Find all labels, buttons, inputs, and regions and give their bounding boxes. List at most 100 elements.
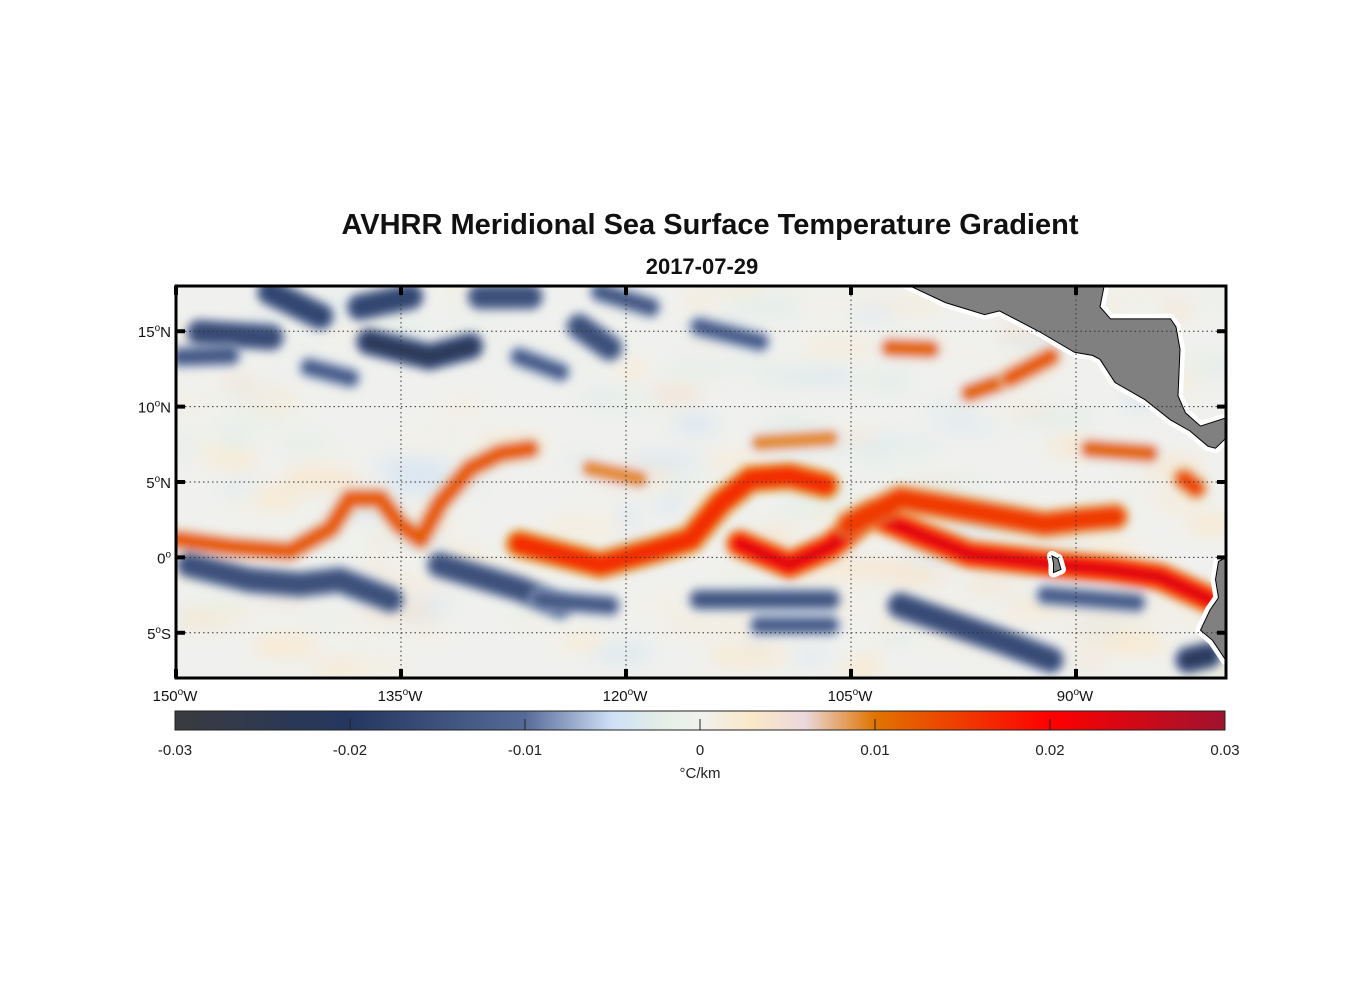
texture-blob <box>649 384 704 405</box>
colorbar-tick-label: 0.02 <box>1035 742 1064 759</box>
texture-blob <box>784 286 816 301</box>
latitude-tick-label: 10oN <box>138 399 171 417</box>
longitude-tick-label: 135oW <box>378 687 424 705</box>
texture-blob <box>804 305 849 320</box>
texture-blob <box>848 307 899 317</box>
colorbar-tick-label: 0.01 <box>860 742 889 759</box>
texture-blob <box>359 563 393 574</box>
colorbar-tick-label: 0.03 <box>1210 742 1239 759</box>
texture-blob <box>925 402 979 418</box>
longitude-tick-label: 105oW <box>828 687 874 705</box>
colorbar-tick-label: -0.03 <box>158 742 192 759</box>
front-core <box>366 338 474 361</box>
colorbar-tick-label: -0.01 <box>508 742 542 759</box>
texture-blob <box>400 430 459 451</box>
longitude-labels: 150oW 135oW 120oW 105oW 90oW <box>153 687 1094 705</box>
texture-blob <box>386 474 452 495</box>
texture-blob <box>711 287 768 296</box>
texture-blob <box>616 510 641 525</box>
latitude-tick-label: 5oN <box>146 474 171 492</box>
texture-blob <box>672 415 718 435</box>
texture-blob <box>312 661 360 676</box>
texture-blob <box>577 510 624 526</box>
texture-blob <box>664 360 731 378</box>
texture-blob <box>520 616 546 626</box>
texture-blob <box>1108 531 1181 542</box>
positive-gradient-front <box>752 430 838 451</box>
latitude-tick-label: 0o <box>157 549 171 567</box>
texture-blob <box>800 336 878 359</box>
negative-gradient-band <box>350 286 420 318</box>
texture-blob <box>992 612 1055 632</box>
texture-blob <box>1069 655 1109 667</box>
texture-blob <box>255 485 303 507</box>
texture-blob <box>735 297 803 316</box>
negative-gradient-band <box>260 286 330 327</box>
texture-blob <box>873 463 898 474</box>
negative-gradient-band <box>692 319 767 350</box>
texture-blob <box>1195 309 1226 322</box>
colorbar-unit-label: °C/km <box>680 765 721 782</box>
map-area <box>176 286 1226 678</box>
texture-blob <box>793 651 829 662</box>
positive-gradient-front <box>176 441 538 559</box>
texture-blob <box>1185 514 1226 534</box>
texture-blob <box>825 293 903 303</box>
texture-blob <box>653 499 686 512</box>
texture-blob <box>857 654 884 664</box>
texture-blob <box>323 537 378 554</box>
texture-blob <box>221 375 255 389</box>
texture-blob <box>579 390 625 405</box>
positive-gradient-front <box>839 488 1125 535</box>
texture-blob <box>222 482 253 494</box>
positive-gradient-front <box>1002 349 1058 386</box>
colorbar: -0.03 -0.02 -0.01 0 0.01 0.02 0.03 °C/km <box>158 710 1240 782</box>
texture-blob <box>1205 294 1226 307</box>
texture-blob <box>882 440 933 462</box>
latitude-tick-label: 5oS <box>147 625 171 643</box>
texture-blob <box>573 357 599 369</box>
texture-blob <box>280 433 333 453</box>
texture-blob <box>757 366 832 387</box>
negative-gradient-band <box>569 316 620 358</box>
colorbar-ticks: -0.03 -0.02 -0.01 0 0.01 0.02 0.03 <box>158 719 1240 759</box>
texture-blob <box>876 645 923 664</box>
texture-blob <box>979 588 1043 605</box>
texture-blob <box>873 618 908 631</box>
negative-gradient-band <box>533 592 617 614</box>
chart-title: AVHRR Meridional Sea Surface Temperature… <box>341 209 1078 241</box>
negative-gradient-band <box>512 349 568 380</box>
texture-blob <box>407 625 445 639</box>
texture-blob <box>883 567 954 586</box>
texture-blob <box>373 458 453 475</box>
texture-blob <box>329 626 395 638</box>
negative-gradient-band <box>190 322 281 348</box>
texture-blob <box>661 620 725 631</box>
texture-blob <box>433 404 478 421</box>
texture-blob <box>176 618 228 628</box>
texture-blob <box>1188 355 1226 376</box>
front-core <box>1185 651 1212 664</box>
latitude-tick-label: 15oN <box>138 323 171 341</box>
land-polygon <box>1051 554 1062 574</box>
texture-blob <box>237 398 282 412</box>
texture-blob <box>626 453 705 468</box>
texture-blob <box>936 423 1000 434</box>
colorbar-tick-label: -0.02 <box>333 742 367 759</box>
negative-gradient-band <box>179 554 401 610</box>
texture-blob <box>220 429 249 451</box>
texture-blob <box>714 573 768 588</box>
texture-blob <box>276 348 315 358</box>
texture-blob <box>288 470 361 489</box>
texture-blob <box>559 634 605 648</box>
texture-blob <box>1106 632 1169 654</box>
chart-subtitle-date: 2017-07-29 <box>646 254 759 279</box>
negative-gradient-band <box>176 347 238 365</box>
positive-gradient-front <box>882 340 938 357</box>
latitude-labels: 5oS 0o 5oN 10oN 15oN <box>138 323 172 643</box>
map-frame <box>174 284 1228 680</box>
texture-blob <box>222 411 296 430</box>
texture-blob <box>305 613 342 627</box>
positive-gradient-front <box>1176 471 1204 496</box>
